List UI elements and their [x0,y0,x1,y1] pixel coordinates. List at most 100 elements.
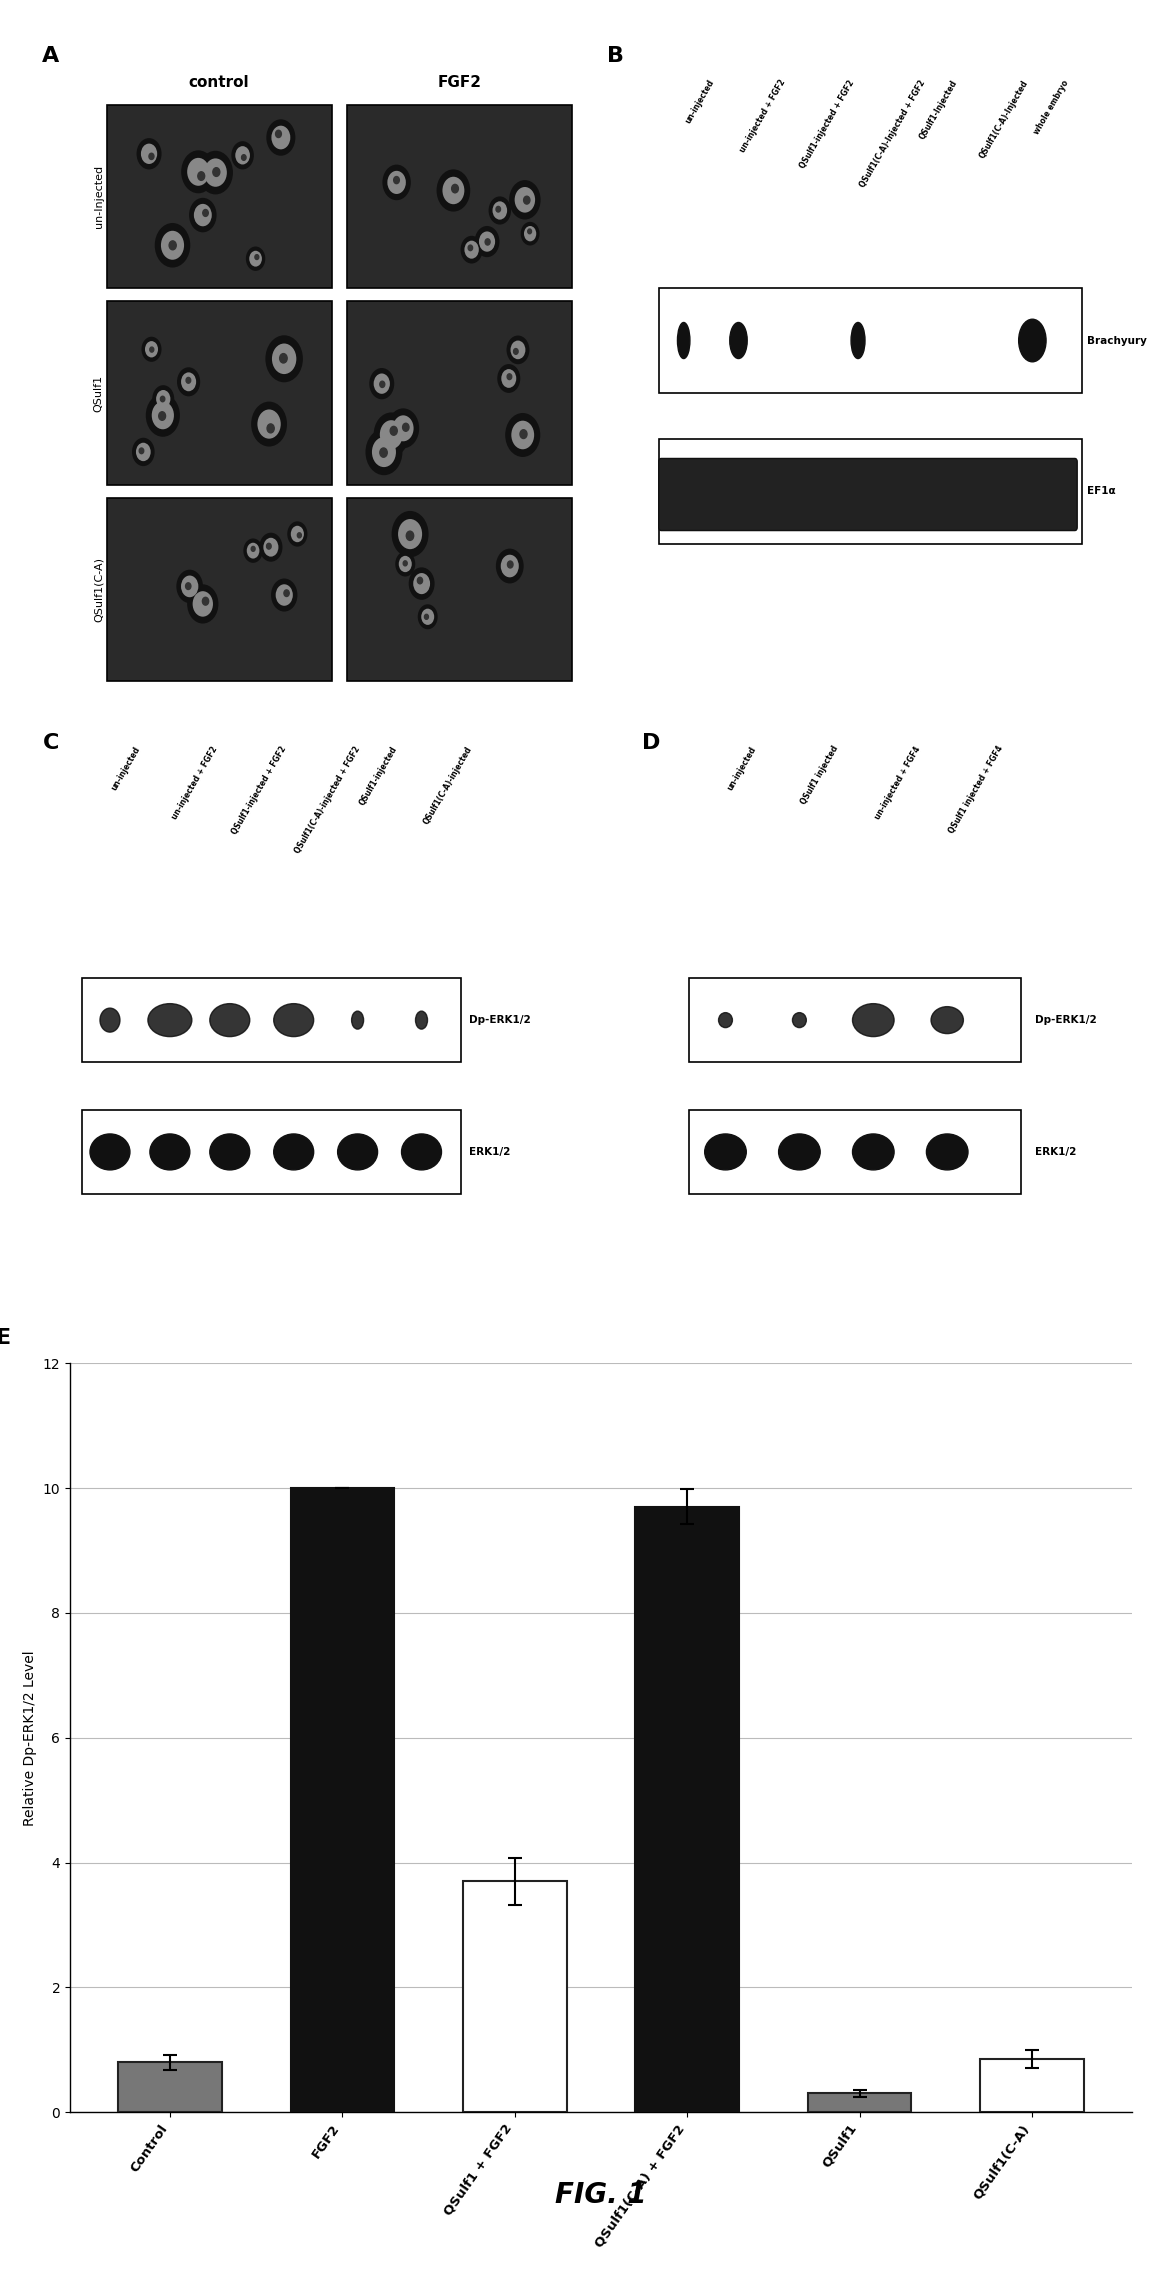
Bar [118,2062,222,2112]
Circle shape [387,171,406,194]
Circle shape [475,226,499,258]
Ellipse shape [678,322,690,358]
Circle shape [198,171,204,180]
Circle shape [442,176,464,205]
Circle shape [181,151,216,194]
Ellipse shape [337,1134,378,1170]
Text: QSulf1(C-A)-Injected: QSulf1(C-A)-Injected [978,78,1029,160]
Circle shape [497,365,520,392]
Text: un-injected + FGF4: un-injected + FGF4 [873,744,922,821]
Ellipse shape [210,1004,250,1036]
Circle shape [259,534,282,561]
Circle shape [287,522,307,547]
Circle shape [266,119,295,155]
Circle shape [396,552,415,577]
Circle shape [152,385,174,413]
Text: un-injected: un-injected [110,744,142,792]
Circle shape [155,224,190,267]
Circle shape [246,246,265,271]
Circle shape [250,251,261,267]
Circle shape [464,242,478,258]
Circle shape [485,240,490,244]
Circle shape [373,413,408,456]
Circle shape [392,511,428,557]
Circle shape [137,139,161,169]
Text: un-injected: un-injected [684,78,717,125]
Circle shape [266,543,271,550]
FancyBboxPatch shape [106,497,331,682]
Text: QSulf1: QSulf1 [93,374,104,411]
Circle shape [275,584,293,607]
Circle shape [177,367,201,397]
Circle shape [418,604,438,630]
Circle shape [508,374,512,379]
Circle shape [379,420,403,449]
Circle shape [264,538,279,557]
Circle shape [387,408,419,449]
Ellipse shape [729,322,747,358]
Circle shape [159,413,166,420]
Circle shape [425,614,428,620]
Ellipse shape [100,1008,120,1031]
Circle shape [146,395,180,436]
Text: Dp-ERK1/2: Dp-ERK1/2 [1035,1015,1097,1024]
Circle shape [181,575,198,598]
Circle shape [492,201,508,219]
Circle shape [404,561,407,566]
Ellipse shape [853,1004,894,1036]
FancyBboxPatch shape [659,438,1082,543]
Text: EF1α: EF1α [1088,486,1116,497]
Y-axis label: Relative Dp-ERK1/2 Level: Relative Dp-ERK1/2 Level [23,1649,37,1825]
Ellipse shape [1019,319,1046,363]
Circle shape [510,340,525,358]
Circle shape [187,584,218,623]
Text: un-Injected: un-Injected [93,164,104,228]
Circle shape [272,125,291,148]
Circle shape [496,550,524,584]
Circle shape [390,427,397,436]
Circle shape [421,609,434,625]
Circle shape [181,372,196,392]
Circle shape [156,390,170,408]
Circle shape [399,557,412,573]
Circle shape [145,342,158,358]
Circle shape [236,146,250,164]
Text: QSulf1-Injected: QSulf1-Injected [917,78,959,141]
Ellipse shape [927,1134,967,1170]
Circle shape [265,335,303,383]
Ellipse shape [274,1134,314,1170]
Circle shape [271,579,298,611]
Circle shape [393,415,413,440]
FancyBboxPatch shape [82,979,461,1063]
Text: un-injected: un-injected [726,744,757,792]
Circle shape [418,577,422,584]
Circle shape [520,429,527,438]
Circle shape [258,411,281,438]
Ellipse shape [274,1004,314,1036]
Circle shape [393,176,399,185]
Text: E: E [0,1328,11,1348]
Circle shape [478,230,495,251]
Circle shape [403,424,408,431]
Ellipse shape [851,322,865,358]
Circle shape [508,561,513,568]
Circle shape [275,130,281,137]
Text: Brachyury: Brachyury [1088,335,1147,344]
Circle shape [527,228,531,233]
Text: QSulf1 injected + FGF4: QSulf1 injected + FGF4 [948,744,1005,835]
Text: ERK1/2: ERK1/2 [469,1147,511,1156]
Circle shape [379,447,387,456]
Circle shape [383,164,411,201]
Circle shape [246,543,259,559]
Bar [980,2060,1084,2112]
Text: un-injected + FGF2: un-injected + FGF2 [739,78,788,155]
Text: QSulf1-injected: QSulf1-injected [357,744,399,807]
Circle shape [242,155,246,160]
Circle shape [291,525,303,543]
FancyBboxPatch shape [348,105,572,287]
Ellipse shape [792,1013,806,1029]
Circle shape [298,534,301,538]
Circle shape [379,381,385,388]
FancyBboxPatch shape [659,287,1082,392]
Text: Dp-ERK1/2: Dp-ERK1/2 [469,1015,531,1024]
